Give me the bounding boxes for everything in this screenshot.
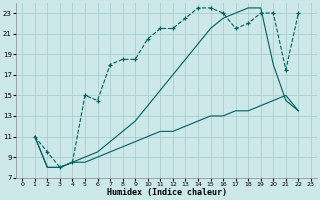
X-axis label: Humidex (Indice chaleur): Humidex (Indice chaleur) [107, 188, 227, 197]
